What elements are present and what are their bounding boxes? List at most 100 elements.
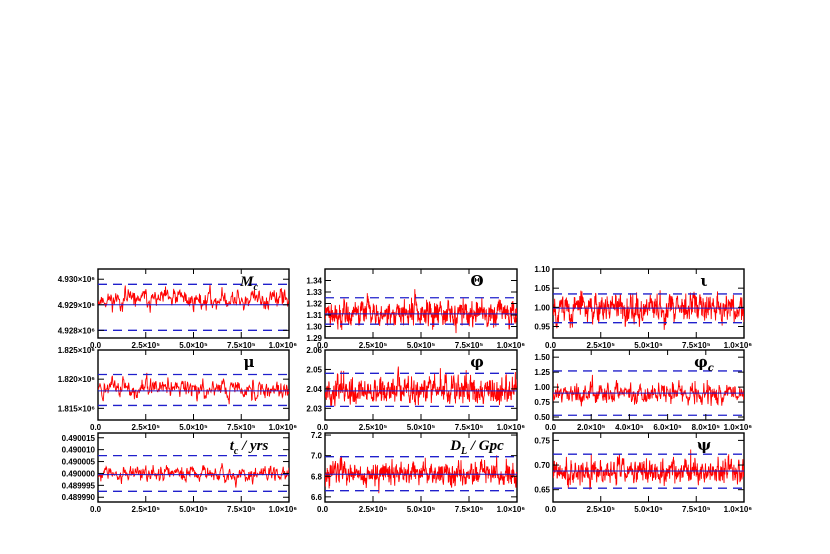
tick-label: 0.65 <box>534 486 550 495</box>
tick-label: 2.5×10⁵ <box>359 505 388 514</box>
tick-label: 1.31 <box>306 311 322 320</box>
tick-label: 0.0 <box>317 341 329 350</box>
trace-panel: 1.29 1.30 1.31 1.32 1.33 1.34 0.0 2.5×10⁵ 5.0×10… <box>306 268 526 350</box>
tick-label: 5.0×10⁵ <box>179 423 208 432</box>
tick-label: 0.0 <box>317 423 329 432</box>
panel-title: Θ <box>470 272 483 290</box>
tick-label: 4.0×10⁵ <box>615 423 644 432</box>
tick-label: 1.0×10⁶ <box>269 505 298 514</box>
tick-label: 6.8 <box>311 472 323 481</box>
tick-label: 1.0×10⁶ <box>724 505 753 514</box>
tick-label: 1.0×10⁶ <box>497 423 526 432</box>
tick-label: 2.04 <box>306 385 322 394</box>
tick-label: 5.0×10⁵ <box>634 341 663 350</box>
trace-line <box>98 463 289 488</box>
tick-label: 7.5×10⁵ <box>455 341 484 350</box>
tick-label: 0.490005 <box>62 458 96 467</box>
tick-label: 2.05 <box>306 365 322 374</box>
tick-label: 7.5×10⁵ <box>682 341 711 350</box>
tick-label: 2.5×10⁵ <box>359 423 388 432</box>
tick-label: 0.70 <box>534 461 550 470</box>
trace-line <box>325 366 517 407</box>
tick-label: 0.0 <box>545 505 557 514</box>
tick-label: 2.0×10⁵ <box>577 423 606 432</box>
tick-label: 2.5×10⁵ <box>587 341 616 350</box>
tick-label: 5.0×10⁵ <box>407 341 436 350</box>
trace-panel: 2.03 2.04 2.05 2.06 0.0 2.5×10⁵ 5.0×10⁵ 7.5×10⁵… <box>306 346 525 432</box>
tick-label: 5.0×10⁵ <box>179 341 208 350</box>
tick-label: 0.0 <box>545 341 557 350</box>
tick-label: 1.820×10⁶ <box>58 375 96 384</box>
tick-label: 5.0×10⁵ <box>179 505 208 514</box>
tick-label: 1.30 <box>306 323 322 332</box>
tick-label: 0.0 <box>90 423 102 432</box>
tick-label: 1.0×10⁶ <box>497 341 526 350</box>
panel-title: μ <box>244 353 255 371</box>
panel-title: ψ <box>697 436 711 454</box>
tick-label: 0.95 <box>534 323 550 332</box>
tick-label: 7.5×10⁵ <box>455 423 484 432</box>
tick-label: 1.32 <box>306 300 322 309</box>
tick-label: 7.5×10⁵ <box>455 505 484 514</box>
tick-label: 6.6 <box>311 493 323 502</box>
tick-label: 5.0×10⁵ <box>407 423 436 432</box>
tick-label: 1.0×10⁶ <box>269 341 298 350</box>
plot-frame <box>324 268 518 339</box>
tick-label: 0.75 <box>534 398 550 407</box>
tick-label: 1.33 <box>306 288 322 297</box>
tick-label: 7.5×10⁵ <box>227 423 256 432</box>
tick-label: 0.489995 <box>62 481 96 490</box>
tick-label: 0.0 <box>90 341 102 350</box>
tick-label: 8.0×10⁵ <box>692 423 721 432</box>
tick-label: 1.0×10⁶ <box>724 423 753 432</box>
tick-label: 1.815×10⁶ <box>58 404 96 413</box>
trace-line <box>553 449 744 490</box>
tick-label: 0.75 <box>534 436 550 445</box>
trace-line <box>98 372 289 405</box>
tick-label: 2.03 <box>306 404 322 413</box>
tick-label: 2.06 <box>306 346 322 355</box>
plot-frame <box>97 268 290 339</box>
trace-panel: 0.65 0.70 0.75 0.0 2.5×10⁵ 5.0×10⁵ 7.5×10⁵ 1.0×… <box>534 432 753 514</box>
tick-label: 4.930×10⁶ <box>58 275 96 284</box>
tick-label: 1.0×10⁶ <box>724 341 753 350</box>
tick-label: 2.5×10⁵ <box>359 341 388 350</box>
trace-panel: 1.815×10⁶ 1.820×10⁶ 1.825×10⁶ 0.0 2.5×10⁵ 5.0… <box>58 346 298 432</box>
panel-title: φ <box>470 353 484 371</box>
trace-panel: 0.50 0.75 1.00 1.25 1.50 0.0 2.0×10⁵ 4.0×10⁵ 6.0… <box>534 349 753 432</box>
tick-label: 7.5×10⁵ <box>227 505 256 514</box>
tick-label: 7.2 <box>311 431 323 440</box>
trace-panel: 0.95 1.00 1.05 1.10 0.0 2.5×10⁵ 5.0×10⁵ 7.5×10⁵… <box>534 265 752 350</box>
panel-title: φc <box>694 353 714 374</box>
tick-label: 0.489990 <box>62 493 96 502</box>
tick-label: 1.00 <box>534 383 550 392</box>
tick-label: 7.5×10⁵ <box>682 505 711 514</box>
plot-frame <box>97 349 290 421</box>
tick-label: 0.490000 <box>62 469 96 478</box>
tick-label: 0.0 <box>317 505 329 514</box>
tick-label: 1.25 <box>534 368 550 377</box>
tick-label: 0.0 <box>545 423 557 432</box>
tick-label: 1.00 <box>534 303 550 312</box>
trace-line <box>325 455 517 494</box>
tick-label: 1.0×10⁶ <box>497 505 526 514</box>
tick-label: 2.5×10⁵ <box>587 505 616 514</box>
tick-label: 1.50 <box>534 353 550 362</box>
trace-panel: 6.6 6.8 7.0 7.2 0.0 2.5×10⁵ 5.0×10⁵ 7.5×10⁵ 1.0×… <box>311 431 525 514</box>
tick-label: 5.0×10⁵ <box>407 505 436 514</box>
tick-label: 0.490010 <box>62 446 96 455</box>
panel-title: DL / Gpc <box>449 438 504 457</box>
tick-label: 4.928×10⁶ <box>58 326 96 335</box>
trace-line <box>553 374 744 407</box>
tick-label: 7.5×10⁵ <box>227 341 256 350</box>
tick-label: 1.05 <box>534 284 550 293</box>
tick-label: 2.5×10⁵ <box>132 423 161 432</box>
tick-label: 2.5×10⁵ <box>132 341 161 350</box>
trace-panel: 4.928×10⁶ 4.929×10⁶ 4.930×10⁶ 0.0 2.5×10⁵ 5.0… <box>58 268 298 350</box>
tick-label: 1.29 <box>306 334 322 343</box>
tick-label: 5.0×10⁵ <box>634 505 663 514</box>
plot-frame <box>552 349 745 421</box>
tick-label: 1.34 <box>306 277 322 286</box>
tick-label: 4.929×10⁶ <box>58 301 96 310</box>
